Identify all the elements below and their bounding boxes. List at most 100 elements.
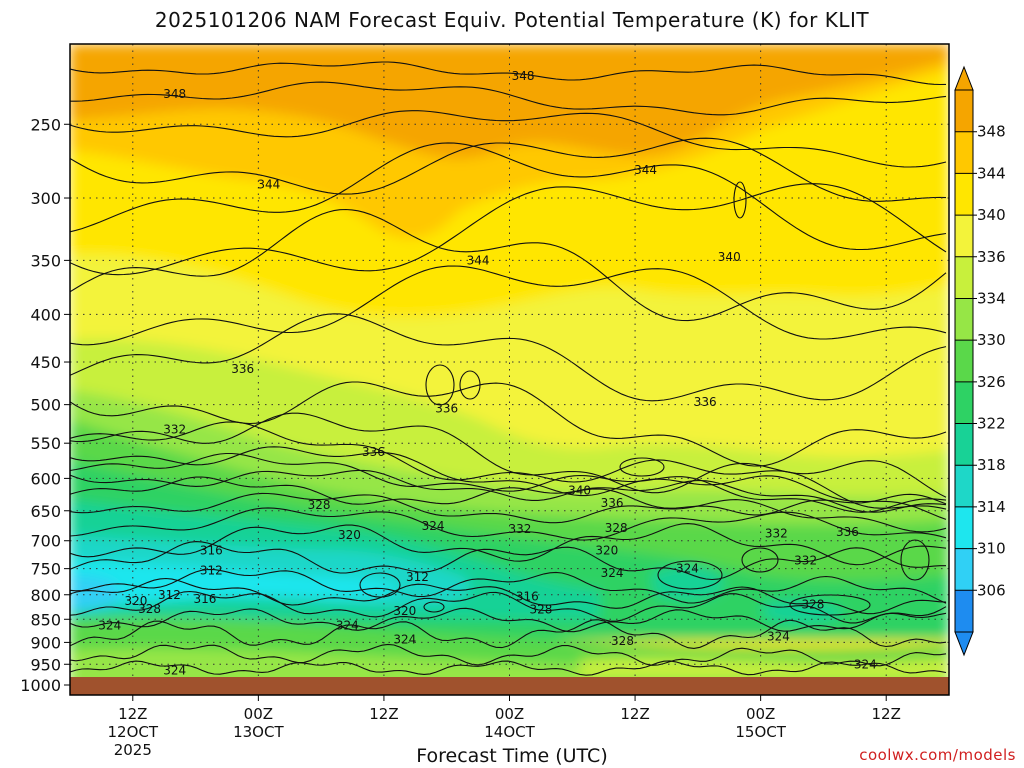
colorbar: 348 344 340 336 334 330 326 322 318 314 310 306 <box>954 65 1006 657</box>
x-tick-label: 12OCT <box>108 723 159 741</box>
contour-line <box>70 183 947 276</box>
contour-label: 324 <box>676 562 699 576</box>
colorbar-label: 322 <box>977 415 1006 433</box>
contour-line <box>70 619 947 649</box>
contour-loop <box>733 181 747 219</box>
y-tick-label: 800 <box>30 586 61 605</box>
contour-label: 324 <box>767 630 790 644</box>
contour-line <box>70 568 947 604</box>
contour-label: 328 <box>605 521 628 535</box>
colorbar-swatch <box>955 548 973 591</box>
colorbar-swatch <box>955 256 973 299</box>
contour-loop <box>789 594 871 616</box>
plot-area <box>70 44 949 695</box>
x-tick-label: 00Z <box>495 705 524 723</box>
colorbar-swatch <box>955 215 973 258</box>
contour-label: 312 <box>200 563 223 577</box>
y-tick-label: 900 <box>30 633 61 652</box>
contour-line <box>70 61 947 86</box>
contour-label: 340 <box>718 250 741 264</box>
contour-line <box>70 412 947 498</box>
contour-label: 336 <box>836 525 859 539</box>
contour-label: 328 <box>802 598 825 612</box>
colorbar-label: 330 <box>977 331 1006 349</box>
contour-line <box>70 577 947 615</box>
contour-label: 328 <box>138 602 161 616</box>
colorbar-swatch <box>955 298 973 341</box>
colorbar-bottom-arrow <box>954 631 974 657</box>
y-tick-label: 850 <box>30 610 61 629</box>
contour-loop <box>741 547 779 573</box>
contour-label: 316 <box>516 589 539 603</box>
chart-title: 2025101206 NAM Forecast Equiv. Potential… <box>154 8 870 32</box>
contour-label: 348 <box>512 69 535 83</box>
color-band <box>70 44 949 159</box>
color-band <box>580 657 949 677</box>
contour-label: 324 <box>336 618 359 632</box>
contour-line <box>70 590 947 624</box>
contour-label: 320 <box>124 594 147 608</box>
colorbar-swatch <box>955 173 973 216</box>
contour-line <box>70 110 947 168</box>
colorbar-swatch <box>955 90 973 133</box>
contour-label: 332 <box>509 522 532 536</box>
contour-label: 344 <box>634 163 657 177</box>
contour-line <box>70 660 947 676</box>
contour-line <box>70 381 947 467</box>
contour-label: 312 <box>158 588 181 602</box>
contour-line <box>70 452 947 513</box>
y-tick-label: 350 <box>30 251 61 270</box>
colorbar-label: 340 <box>977 206 1006 224</box>
colorbar-label: 306 <box>977 581 1006 599</box>
contour-label: 332 <box>765 527 788 541</box>
contour-label: 336 <box>601 496 624 510</box>
contour-label: 324 <box>422 519 445 533</box>
contour-loop <box>425 364 455 406</box>
colorbar-swatch <box>955 381 973 425</box>
contour-label: 312 <box>406 570 429 584</box>
y-tick-label: 300 <box>30 189 61 208</box>
y-tick-label: 250 <box>30 115 61 134</box>
colorbar-label: 326 <box>977 373 1006 391</box>
y-tick-label: 700 <box>30 532 61 551</box>
colorbar-label: 314 <box>977 498 1006 516</box>
colorbar-swatch <box>955 340 973 383</box>
contour-label: 316 <box>194 592 217 606</box>
contour-label: 344 <box>467 253 490 267</box>
contour-loop <box>619 457 665 477</box>
colorbar-label: 318 <box>977 456 1006 474</box>
x-tick-label: 15OCT <box>735 723 786 741</box>
x-tick-label: 12Z <box>118 705 147 723</box>
contour-line <box>70 208 947 322</box>
contour-label: 320 <box>595 543 618 557</box>
y-tick-label: 400 <box>30 305 61 324</box>
contour-line <box>70 265 947 346</box>
contour-label: 328 <box>611 634 634 648</box>
x-axis-title: Forecast Time (UTC) <box>416 745 608 767</box>
contour-label: 340 <box>568 483 591 497</box>
contour-label: 316 <box>200 543 223 557</box>
contour-label: 336 <box>362 445 385 459</box>
ground-band <box>70 677 949 695</box>
contour-line <box>70 643 947 667</box>
contour-loop <box>359 572 401 598</box>
contour-line <box>70 492 947 533</box>
contour-label: 324 <box>98 618 121 632</box>
colorbar-label: 344 <box>977 164 1006 182</box>
contour-label: 336 <box>435 402 458 416</box>
contour-line <box>70 81 947 116</box>
y-tick-label: 1000 <box>20 676 61 695</box>
contour-line <box>70 142 947 251</box>
y-tick-label: 450 <box>30 353 61 372</box>
y-tick-label: 650 <box>30 502 61 521</box>
contour-label: 344 <box>257 177 280 191</box>
colorbar-swatch <box>955 131 973 174</box>
colorbar-frame <box>954 89 974 633</box>
x-tick-label: 00Z <box>746 705 775 723</box>
contour-label: 336 <box>694 395 717 409</box>
contour-label: 324 <box>601 566 624 580</box>
contour-line <box>70 541 946 581</box>
contour-label: 324 <box>393 633 416 647</box>
x-tick-label: 2025 <box>114 741 152 759</box>
contour-label: 348 <box>163 87 186 101</box>
